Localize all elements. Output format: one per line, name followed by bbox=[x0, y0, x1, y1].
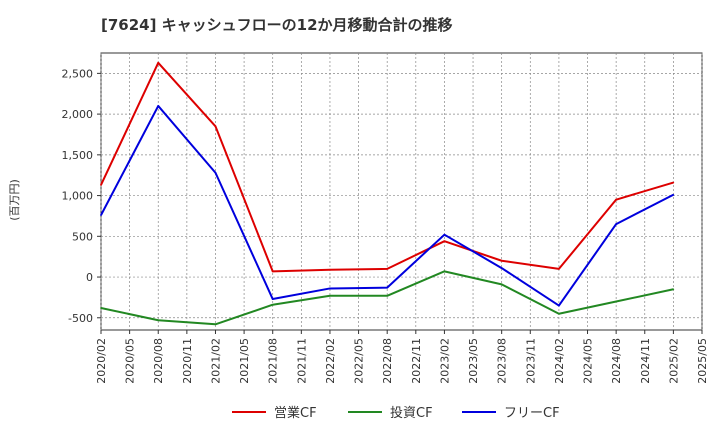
series-lines bbox=[100, 61, 675, 326]
x-tick-label: 2023/08 bbox=[496, 338, 509, 384]
x-tick-label: 2024/11 bbox=[639, 338, 652, 384]
series-2-point bbox=[386, 294, 388, 297]
x-tick-label: 2021/02 bbox=[209, 338, 222, 384]
y-tick-label: 1,500 bbox=[62, 149, 94, 162]
x-tick-label: 2024/08 bbox=[610, 338, 623, 384]
series-1-point bbox=[157, 61, 160, 64]
series-3-point bbox=[100, 214, 102, 216]
series-3-point bbox=[386, 286, 388, 289]
x-tick-label: 2024/05 bbox=[582, 338, 595, 384]
y-tick-label: 2,000 bbox=[62, 108, 94, 121]
x-tick-label: 2022/02 bbox=[324, 338, 337, 384]
plot-border bbox=[100, 52, 703, 331]
x-tick-label: 2022/08 bbox=[381, 338, 394, 384]
x-tick-label: 2024/02 bbox=[553, 338, 566, 384]
series-3-point bbox=[500, 267, 503, 269]
series-3-point bbox=[615, 223, 617, 225]
x-tick-label: 2025/02 bbox=[667, 338, 680, 384]
x-tick-label: 2023/05 bbox=[467, 338, 480, 384]
chart-title: [7624] キャッシュフローの12か月移動合計の推移 bbox=[101, 16, 453, 34]
legend-label-2: 投資CF bbox=[390, 405, 433, 421]
series-1-point bbox=[271, 270, 274, 273]
y-tick-label: 500 bbox=[72, 230, 93, 243]
series-1-point bbox=[500, 259, 503, 262]
series-1-point bbox=[100, 184, 102, 186]
y-axis-label: (百万円) bbox=[8, 179, 21, 221]
x-tick-label: 2025/05 bbox=[696, 338, 709, 384]
series-2-point bbox=[558, 312, 560, 315]
series-2-point bbox=[214, 323, 217, 326]
series-1-point bbox=[386, 268, 388, 270]
x-tick-label: 2021/08 bbox=[267, 338, 280, 384]
series-2-point bbox=[615, 300, 617, 303]
series-3-point bbox=[157, 105, 160, 107]
x-tick-label: 2022/05 bbox=[353, 338, 366, 384]
series-3-point bbox=[672, 193, 675, 196]
series-3-point bbox=[271, 298, 274, 300]
series-2-point bbox=[672, 288, 675, 291]
y-tick-label: 0 bbox=[86, 271, 93, 284]
series-2-point bbox=[443, 270, 446, 273]
y-tick-label: 2,500 bbox=[62, 67, 94, 80]
series-2-point bbox=[329, 294, 331, 297]
y-tick-label: 1,000 bbox=[62, 190, 94, 203]
legend: 営業CF 投資CF フリーCF bbox=[232, 405, 560, 421]
series-3-point bbox=[329, 287, 331, 290]
x-tick-label: 2020/08 bbox=[152, 338, 165, 384]
x-tick-label: 2020/02 bbox=[95, 338, 108, 384]
series-1-point bbox=[443, 240, 446, 242]
x-tick-label: 2020/11 bbox=[181, 338, 194, 384]
y-axis-ticks: -500 0 500 1,000 1,500 2,000 2,500 bbox=[62, 67, 101, 325]
series-3-point bbox=[443, 233, 446, 236]
x-tick-label: 2021/11 bbox=[295, 338, 308, 384]
x-axis-ticks: 2020/02 2020/05 2020/08 2020/11 2021/02 2021/… bbox=[95, 330, 709, 384]
series-3-point bbox=[558, 304, 560, 307]
series-2-point bbox=[157, 319, 160, 322]
legend-label-1: 営業CF bbox=[274, 405, 317, 421]
x-tick-label: 2020/05 bbox=[124, 338, 137, 384]
x-tick-label: 2022/11 bbox=[410, 338, 423, 384]
plot-area bbox=[100, 52, 703, 331]
series-2-point bbox=[500, 283, 503, 286]
series-1-point bbox=[558, 268, 560, 270]
series-1-point bbox=[615, 198, 617, 201]
series-2-point bbox=[271, 303, 274, 306]
x-tick-label: 2023/02 bbox=[438, 338, 451, 384]
series-2-point bbox=[100, 307, 102, 309]
x-tick-label: 2023/11 bbox=[524, 338, 537, 384]
series-1-point bbox=[672, 181, 675, 184]
series-3-point bbox=[214, 171, 217, 174]
legend-label-3: フリーCF bbox=[504, 406, 560, 421]
y-tick-label: -500 bbox=[68, 312, 93, 325]
x-tick-label: 2021/05 bbox=[238, 338, 251, 384]
series-1-point bbox=[214, 125, 217, 128]
series-1-point bbox=[329, 268, 331, 271]
